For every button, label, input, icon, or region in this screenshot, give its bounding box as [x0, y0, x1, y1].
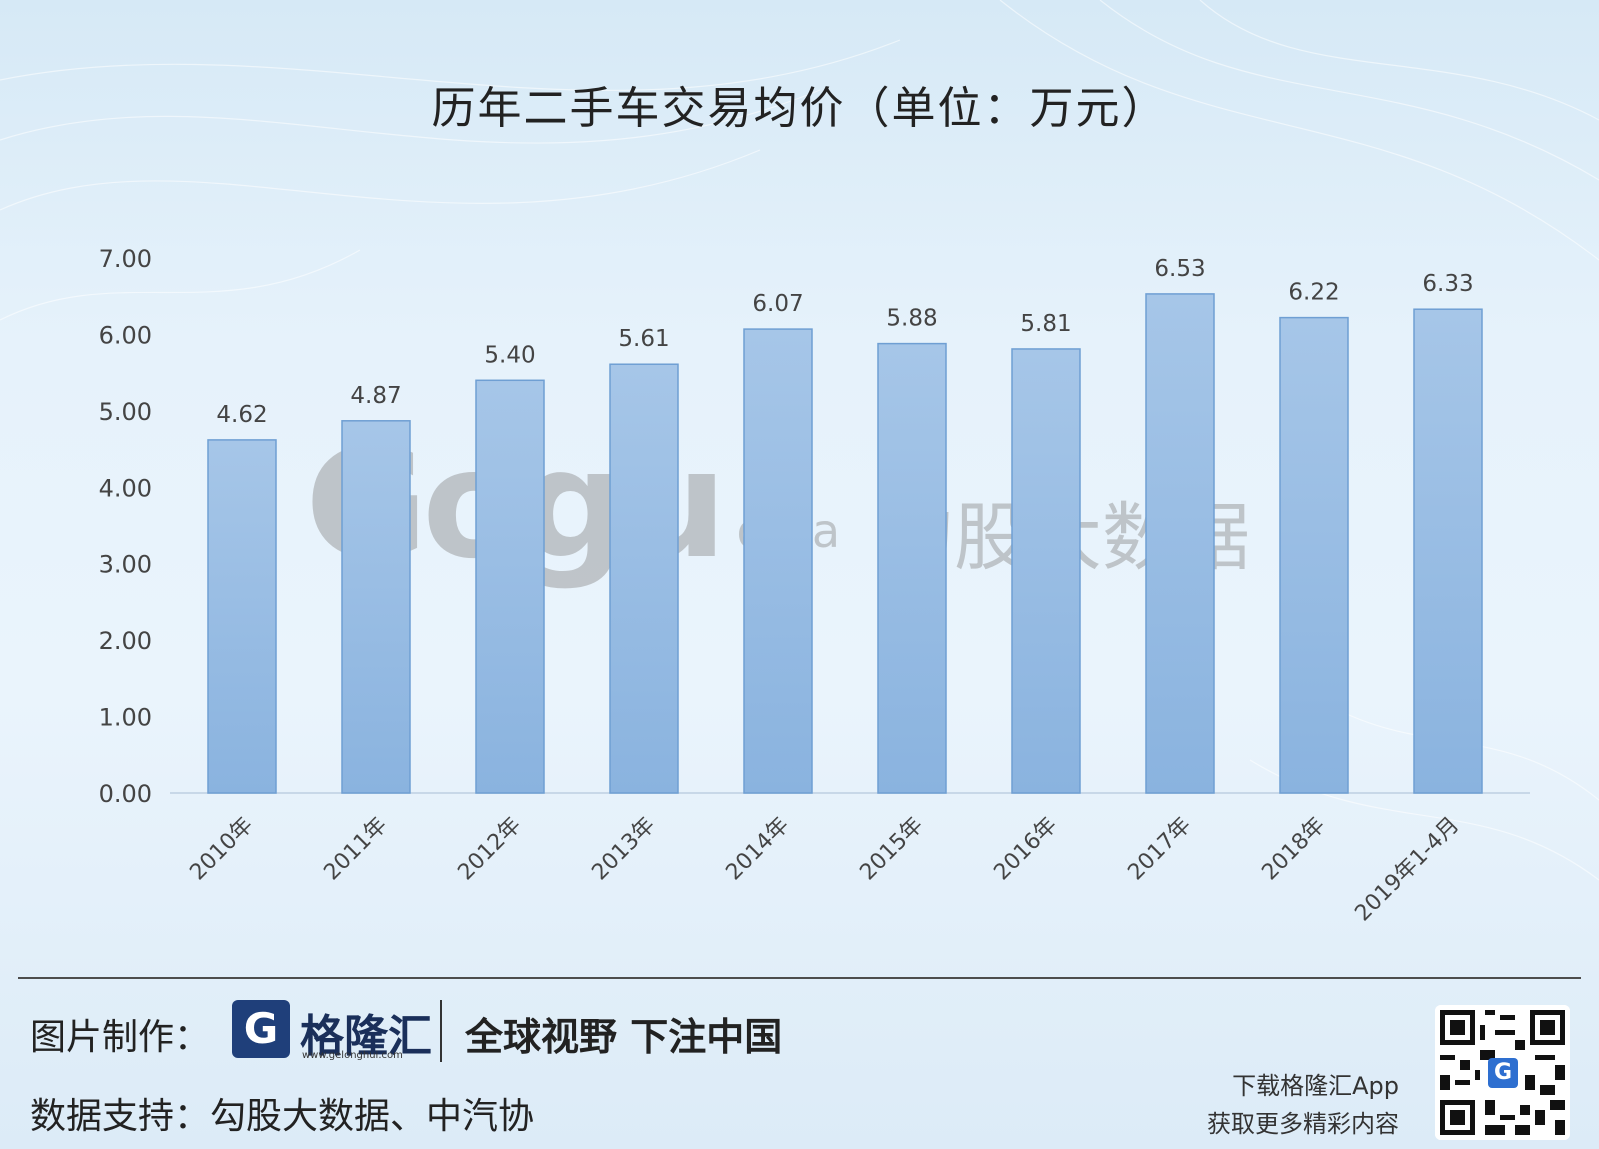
- data-label: 6.53: [1154, 256, 1205, 282]
- y-tick-label: 0.00: [99, 780, 152, 808]
- x-tick-label: 2016年: [989, 813, 1062, 886]
- bar: [743, 328, 813, 794]
- slogan: 全球视野 下注中国: [465, 1015, 783, 1059]
- x-tick-label: 2018年: [1257, 813, 1330, 886]
- brand-name: 格隆汇: [300, 1011, 432, 1062]
- x-tick-label: 2014年: [721, 813, 794, 886]
- app-promo-text: 获取更多精彩内容: [1207, 1110, 1399, 1138]
- data-label: 4.62: [216, 402, 267, 428]
- y-tick-label: 2.00: [99, 627, 152, 655]
- data-label: 4.87: [350, 383, 401, 409]
- bar: [1413, 308, 1483, 794]
- x-tick-label: 2019年1-4月: [1350, 813, 1464, 927]
- brand-separator: [440, 1000, 442, 1062]
- bar: [877, 342, 947, 794]
- x-tick-label: 2010年: [185, 813, 258, 886]
- data-label: 6.07: [752, 291, 803, 317]
- gelonghui-logo-icon: G: [232, 1000, 290, 1058]
- data-label: 5.61: [618, 326, 669, 352]
- bar: [1145, 293, 1215, 794]
- brand-url: www.gelonghui.com: [302, 1050, 403, 1061]
- x-tick-label: 2011年: [319, 813, 392, 886]
- bar: [207, 439, 277, 794]
- bar: [475, 379, 545, 794]
- y-tick-label: 3.00: [99, 551, 152, 579]
- bar: [1279, 316, 1349, 794]
- bar: [341, 420, 411, 794]
- y-tick-label: 1.00: [99, 704, 152, 732]
- bar-chart: 0.00 1.00 2.00 3.00 4.00 5.00 6.00 7.00 4.62 2010…: [99, 245, 1530, 927]
- y-tick-label: 4.00: [99, 474, 152, 502]
- x-tick-label: 2013年: [587, 813, 660, 886]
- x-tick-label: 2017年: [1123, 813, 1196, 886]
- bar: [1011, 348, 1081, 794]
- data-source: 数据支持：勾股大数据、中汽协: [30, 1087, 534, 1139]
- x-tick-label: 2012年: [453, 813, 526, 886]
- data-label: 6.22: [1288, 280, 1339, 306]
- data-label: 5.88: [886, 306, 937, 332]
- made-by-label: 图片制作：: [30, 1017, 211, 1058]
- chart-title: 历年二手车交易均价（单位：万元）: [431, 83, 1168, 134]
- bar: [609, 363, 679, 794]
- data-label: 6.33: [1422, 271, 1473, 297]
- y-tick-label: 7.00: [99, 245, 152, 273]
- qr-center-logo-icon: G: [1488, 1058, 1518, 1088]
- footer-divider: [18, 977, 1581, 979]
- x-tick-label: 2015年: [855, 813, 928, 886]
- data-label: 5.81: [1020, 311, 1071, 337]
- app-download-text: 下载格隆汇App: [1232, 1072, 1399, 1100]
- y-tick-label: 5.00: [99, 398, 152, 426]
- data-source-text: 勾股大数据、中汽协: [210, 1096, 535, 1137]
- y-tick-label: 6.00: [99, 321, 152, 349]
- data-label: 5.40: [484, 342, 535, 368]
- data-source-label: 数据支持：: [30, 1096, 211, 1137]
